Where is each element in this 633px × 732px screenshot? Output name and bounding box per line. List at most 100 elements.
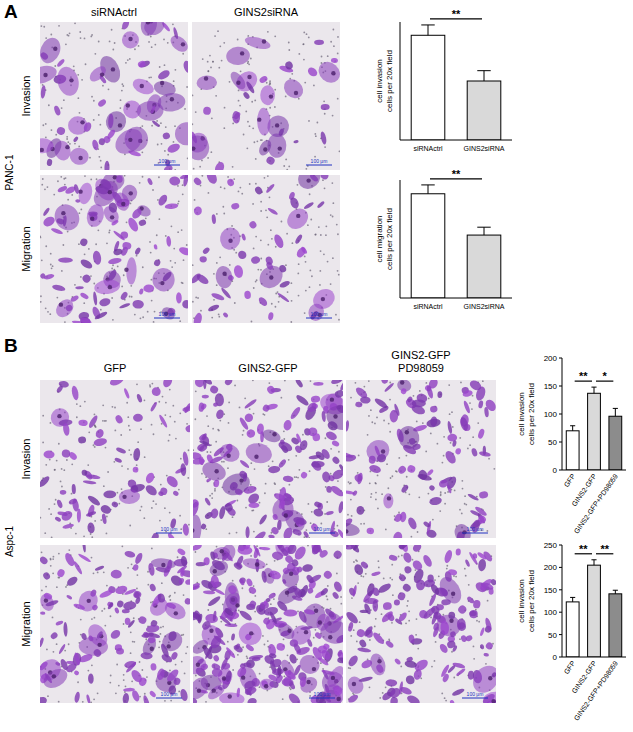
cell xyxy=(147,563,155,577)
scale-bar xyxy=(154,318,180,319)
cell xyxy=(225,46,250,66)
pore xyxy=(131,563,133,565)
pore xyxy=(49,459,51,461)
pore xyxy=(129,429,131,431)
micrograph-bg xyxy=(40,380,190,538)
cell xyxy=(56,568,66,578)
pore xyxy=(84,253,86,255)
cell xyxy=(201,433,208,441)
pore xyxy=(56,643,58,645)
pore xyxy=(450,442,452,444)
pore xyxy=(110,615,112,617)
cell xyxy=(137,60,147,69)
pore xyxy=(207,70,209,72)
pore xyxy=(151,424,153,426)
pore xyxy=(54,469,56,471)
pore xyxy=(363,523,365,525)
nucleus xyxy=(52,674,56,678)
cell xyxy=(107,269,118,282)
pore xyxy=(488,458,490,460)
pore xyxy=(47,311,49,313)
cell xyxy=(265,183,275,194)
pore xyxy=(144,399,146,401)
pore xyxy=(251,321,253,323)
pore xyxy=(179,515,181,517)
pore xyxy=(121,488,123,490)
pore xyxy=(98,114,100,116)
pore xyxy=(172,405,174,407)
pore xyxy=(174,421,176,423)
pore xyxy=(54,65,56,67)
pore xyxy=(42,178,44,180)
pore xyxy=(274,483,276,485)
pore xyxy=(193,449,194,451)
pore xyxy=(211,493,213,495)
cell xyxy=(211,214,216,224)
pore xyxy=(284,380,286,382)
pore xyxy=(338,451,340,453)
pore xyxy=(291,300,293,302)
pore xyxy=(275,293,277,295)
cell xyxy=(72,484,77,494)
cell xyxy=(373,397,388,410)
pore xyxy=(68,643,70,645)
pore xyxy=(132,641,134,643)
pore xyxy=(295,476,297,478)
pore xyxy=(50,565,52,567)
cell xyxy=(165,474,180,489)
nucleus xyxy=(254,455,258,459)
pore xyxy=(223,42,225,44)
cell xyxy=(272,513,278,520)
cell xyxy=(113,248,123,256)
cell xyxy=(162,132,171,140)
cell xyxy=(50,227,63,235)
cell xyxy=(156,668,166,681)
cell xyxy=(99,589,114,599)
row-label: Invasion xyxy=(20,439,32,480)
cell xyxy=(283,475,294,482)
pore xyxy=(141,506,143,508)
pore xyxy=(337,270,339,272)
pore xyxy=(314,234,316,236)
cell xyxy=(277,520,282,530)
cell xyxy=(396,424,421,451)
pore xyxy=(255,183,257,185)
nucleus xyxy=(128,138,132,142)
cell xyxy=(142,695,150,703)
pore xyxy=(150,602,152,604)
micrograph-bg xyxy=(40,175,188,323)
nucleus xyxy=(90,216,94,220)
pore xyxy=(48,508,50,510)
pore xyxy=(220,621,222,623)
cell xyxy=(134,247,141,256)
cell xyxy=(261,427,283,445)
cell xyxy=(108,114,114,129)
pore xyxy=(61,486,63,488)
pore xyxy=(170,260,172,262)
column-title: GINS2-GFP xyxy=(238,362,297,374)
nucleus xyxy=(61,211,65,215)
cell xyxy=(160,487,168,496)
pore xyxy=(208,192,210,194)
cell xyxy=(73,184,80,195)
pore xyxy=(337,233,339,235)
cell xyxy=(153,258,162,267)
micrograph: 100 μm xyxy=(39,168,193,326)
pore xyxy=(309,695,311,697)
pore xyxy=(40,301,42,303)
pore xyxy=(54,503,56,505)
cell xyxy=(210,292,225,302)
pore xyxy=(253,287,255,289)
pore xyxy=(324,513,326,515)
cell xyxy=(268,312,274,321)
pore xyxy=(375,483,377,485)
row-label: Migration xyxy=(20,226,32,271)
micrograph-bg xyxy=(40,22,188,170)
pore xyxy=(302,43,304,45)
pore xyxy=(269,84,271,86)
pore xyxy=(141,151,143,153)
pore xyxy=(383,420,385,422)
pore xyxy=(324,187,326,189)
pore xyxy=(260,269,262,271)
pore xyxy=(112,49,114,51)
